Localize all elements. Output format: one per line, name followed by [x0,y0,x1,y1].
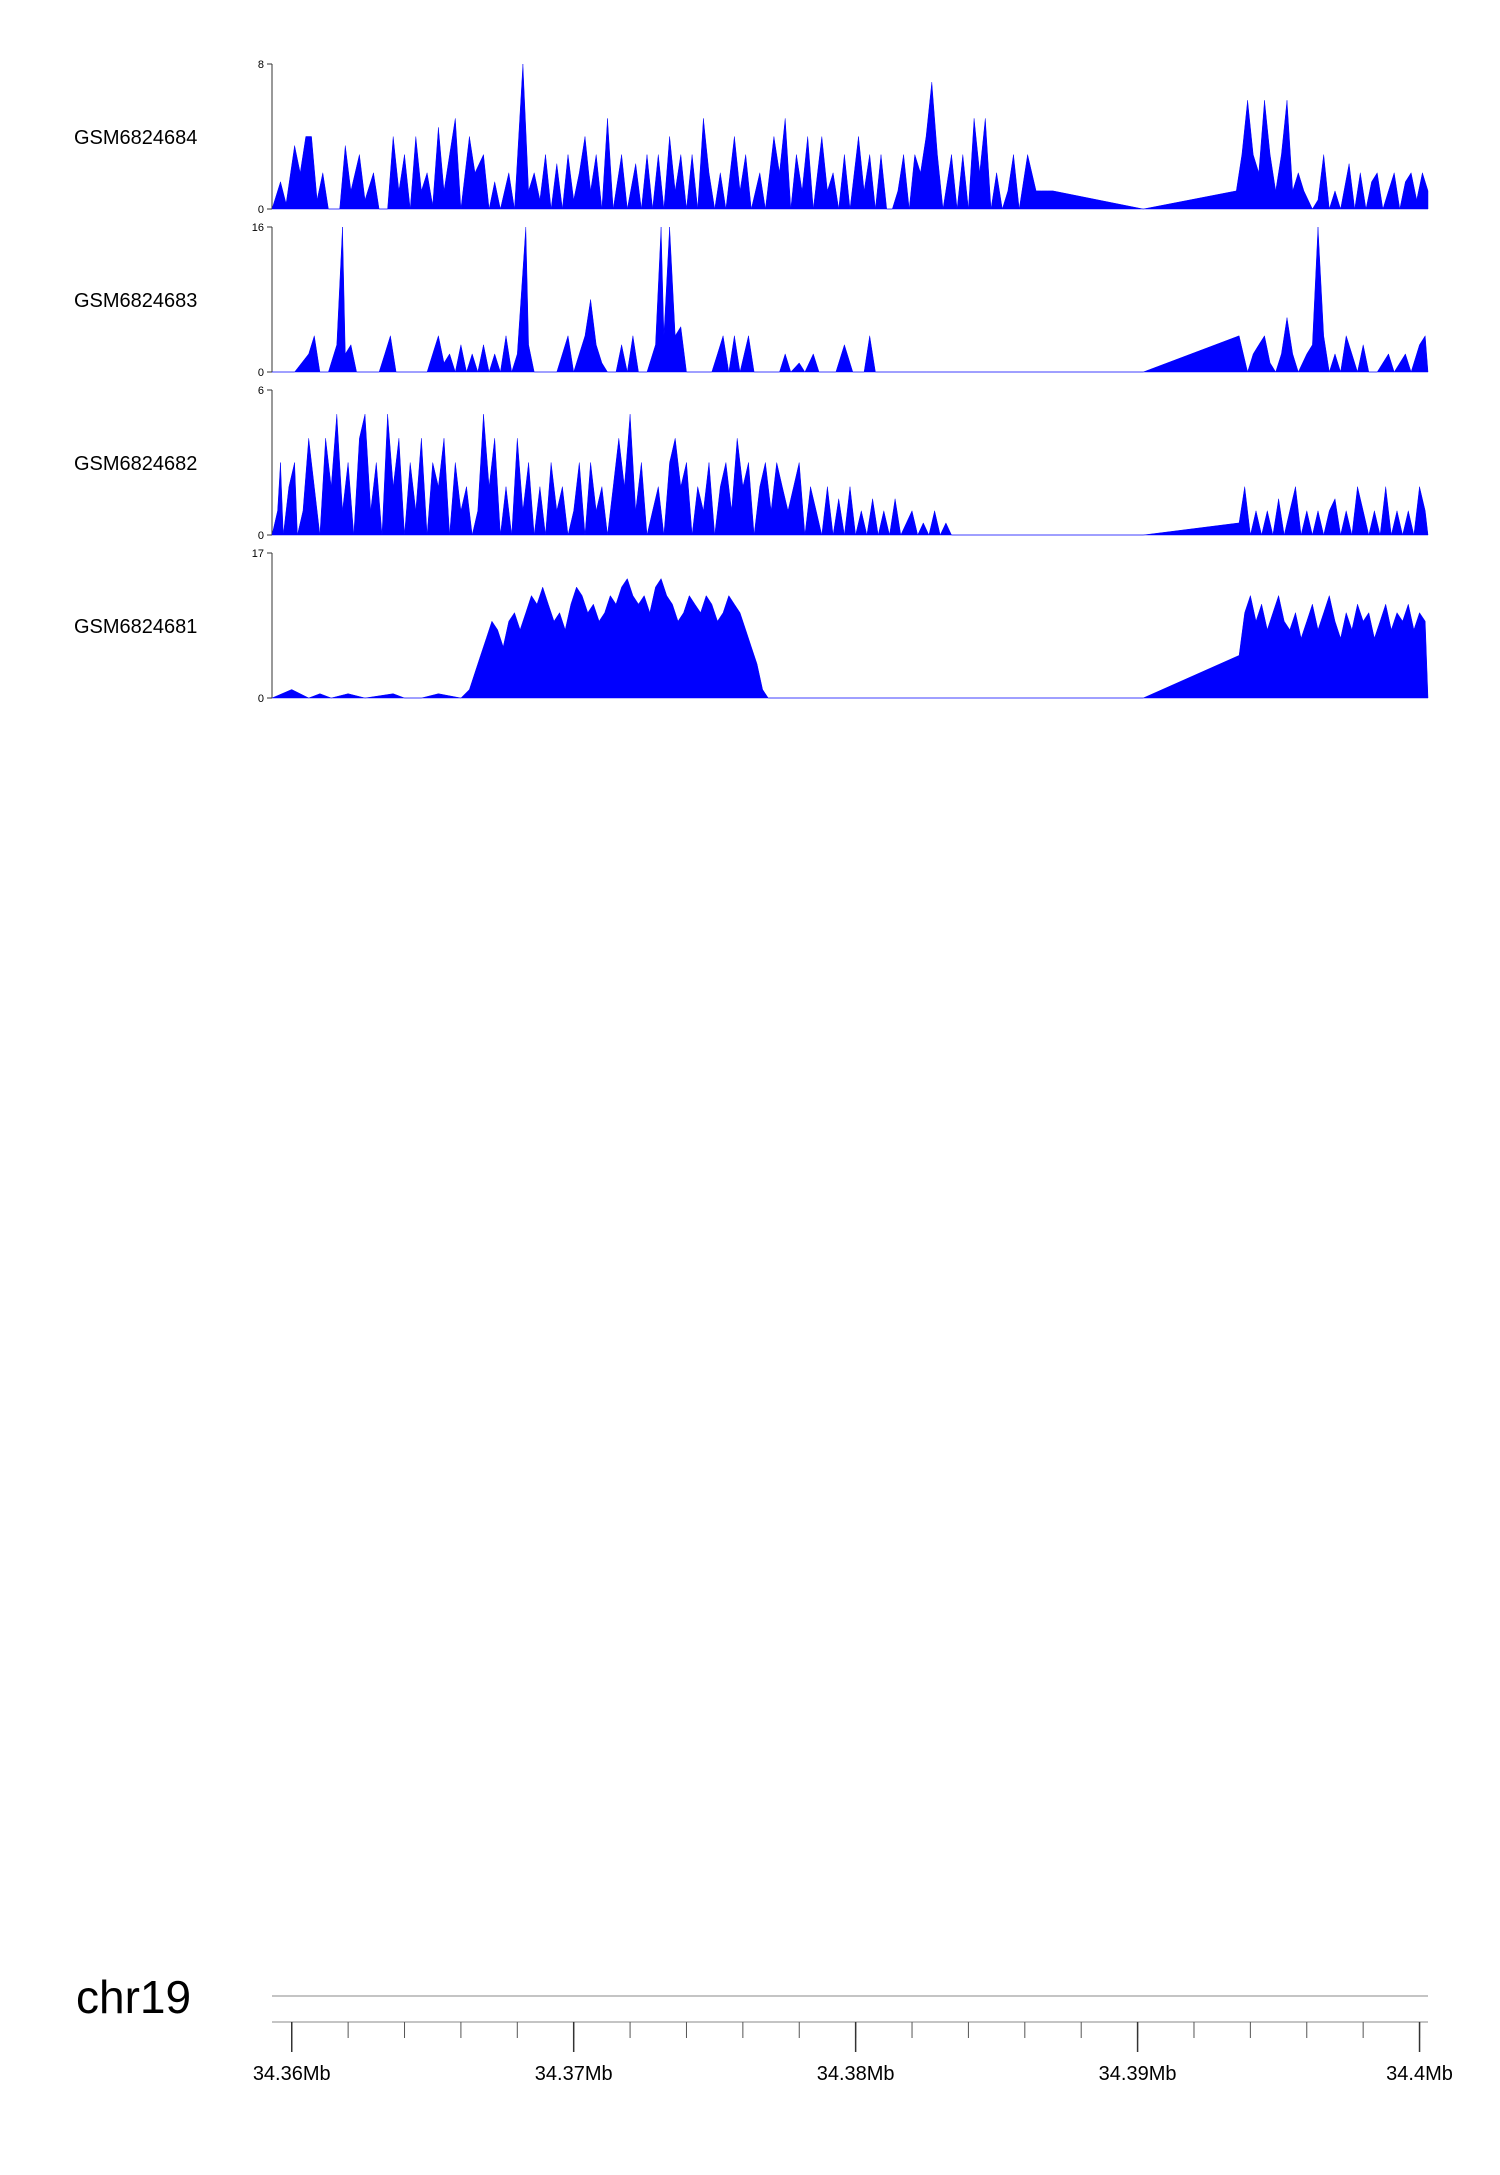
y-min-label: 0 [258,530,264,542]
track-GSM6824682: GSM6824682 6 0 [74,385,1429,542]
axis-tick-label: 34.37Mb [535,2063,613,2085]
y-min-label: 0 [258,204,264,216]
axis-tick-label: 34.36Mb [253,2063,331,2085]
chromosome-label: chr19 [76,1971,191,2023]
tracks-group: GSM682468480GSM6824683160GSM682468260GSM… [74,59,1429,705]
track-name: GSM6824684 [74,127,197,149]
genome-axis: chr19 34.36Mb 34.37Mb 34.38Mb 34.39Mb 34.4Mb [76,1971,1453,2085]
track-GSM6824683: GSM6824683 16 0 [74,222,1429,379]
coverage-area [271,63,1429,210]
axis-tick-label: 34.38Mb [817,2063,895,2085]
axis-tick-label: 34.39Mb [1099,2063,1177,2085]
track-GSM6824681: GSM6824681 17 0 [74,548,1429,705]
track-name: GSM6824683 [74,290,197,312]
coverage-area [271,578,1429,699]
y-max-label: 6 [258,385,264,397]
y-min-label: 0 [258,367,264,379]
y-max-label: 16 [252,222,264,234]
y-min-label: 0 [258,693,264,705]
axis-tick-label: 34.4Mb [1386,2063,1453,2085]
track-GSM6824684: GSM6824684 8 0 [74,59,1429,216]
track-name: GSM6824682 [74,453,197,475]
coverage-area [272,226,1429,373]
y-max-label: 17 [252,548,264,560]
track-name: GSM6824681 [74,616,197,638]
coverage-area [271,414,1429,536]
y-max-label: 8 [258,59,264,71]
